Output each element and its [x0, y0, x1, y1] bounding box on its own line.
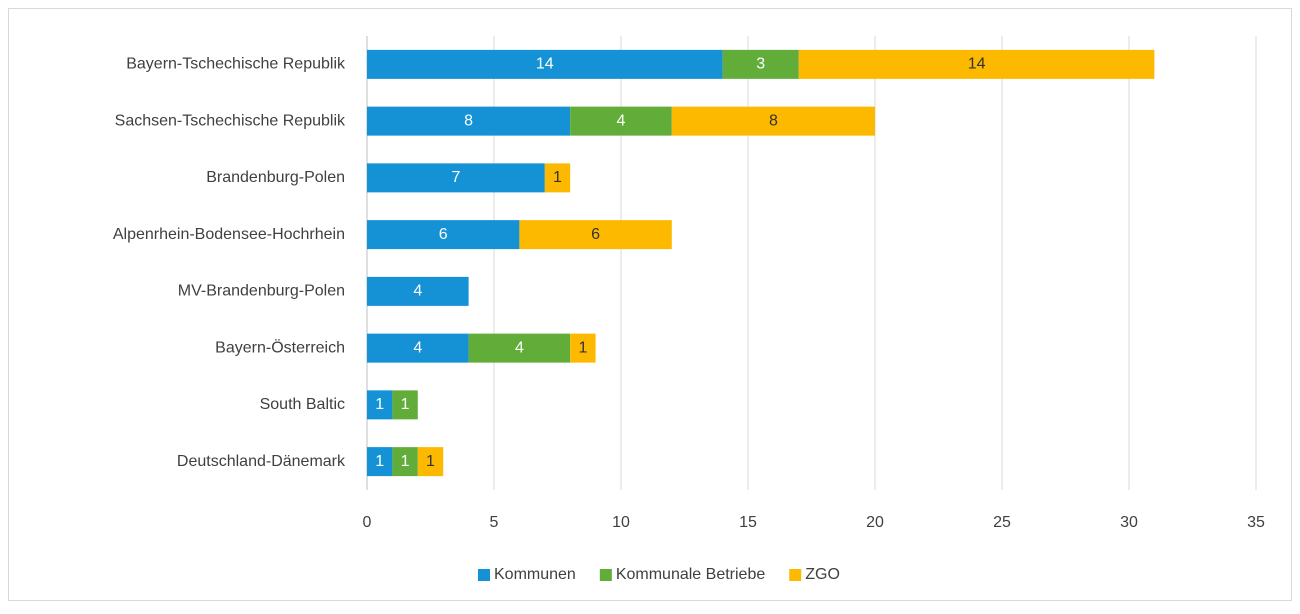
y-tick-label: Deutschland-Dänemark	[177, 453, 346, 470]
bar-segment	[367, 163, 545, 193]
bar-segment	[367, 333, 469, 363]
data-label: 14	[536, 56, 554, 73]
bar-segment	[367, 447, 393, 477]
bar-segment	[544, 163, 571, 193]
bar-segment	[392, 390, 418, 420]
data-label: 4	[617, 112, 626, 129]
data-label: 1	[426, 453, 435, 470]
legend-swatch	[599, 569, 612, 581]
legend-swatch	[478, 569, 490, 581]
data-label: 8	[464, 112, 473, 129]
x-tick-label: 15	[739, 514, 757, 531]
bar-segment	[367, 106, 571, 136]
bar-segment	[367, 49, 723, 79]
y-tick-label: Brandenburg-Polen	[206, 169, 345, 186]
chart-border	[8, 8, 1292, 601]
bar-segment	[722, 49, 799, 79]
y-tick-label: South Baltic	[260, 396, 345, 413]
data-label: 1	[375, 396, 384, 413]
legend-swatch	[789, 569, 802, 581]
legend-label: Kommunen	[494, 566, 576, 583]
y-tick-label: Alpenrhein-Bodensee-Hochrhein	[113, 226, 345, 243]
x-tick-label: 5	[490, 514, 499, 531]
x-tick-label: 20	[866, 514, 884, 531]
bar-segment	[468, 333, 571, 363]
data-label: 3	[756, 56, 765, 73]
data-label: 8	[769, 112, 778, 129]
bar-segment	[798, 49, 1155, 79]
data-label: 6	[439, 226, 448, 243]
data-label: 4	[413, 339, 422, 356]
y-tick-label: Sachsen-Tschechische Republik	[115, 112, 346, 129]
data-label: 4	[413, 283, 422, 300]
y-tick-label: MV-Brandenburg-Polen	[178, 283, 345, 300]
data-label: 1	[401, 453, 410, 470]
x-tick-label: 35	[1247, 514, 1265, 531]
bar-segment	[367, 390, 393, 420]
x-tick-label: 0	[363, 514, 372, 531]
bar-segment	[570, 333, 596, 363]
y-tick-label: Bayern-Tschechische Republik	[126, 56, 346, 73]
bar-segment	[671, 106, 875, 136]
data-label: 1	[375, 453, 384, 470]
legend-label: ZGO	[805, 566, 840, 583]
x-tick-label: 25	[993, 514, 1011, 531]
bar-segment	[570, 106, 672, 136]
data-label: 1	[553, 169, 562, 186]
bar-segment	[519, 220, 672, 250]
data-label: 4	[515, 339, 524, 356]
data-label: 14	[968, 56, 986, 73]
data-label: 7	[451, 169, 460, 186]
data-label: 1	[578, 339, 587, 356]
bar-segment	[417, 447, 444, 477]
data-label: 1	[401, 396, 410, 413]
x-tick-label: 30	[1120, 514, 1138, 531]
bar-segment	[367, 220, 520, 250]
legend-label: Kommunale Betriebe	[616, 566, 766, 583]
data-label: 6	[591, 226, 600, 243]
bar-segment	[392, 447, 418, 477]
bar-segment	[367, 276, 469, 306]
y-tick-label: Bayern-Österreich	[215, 338, 345, 356]
x-tick-label: 10	[612, 514, 630, 531]
